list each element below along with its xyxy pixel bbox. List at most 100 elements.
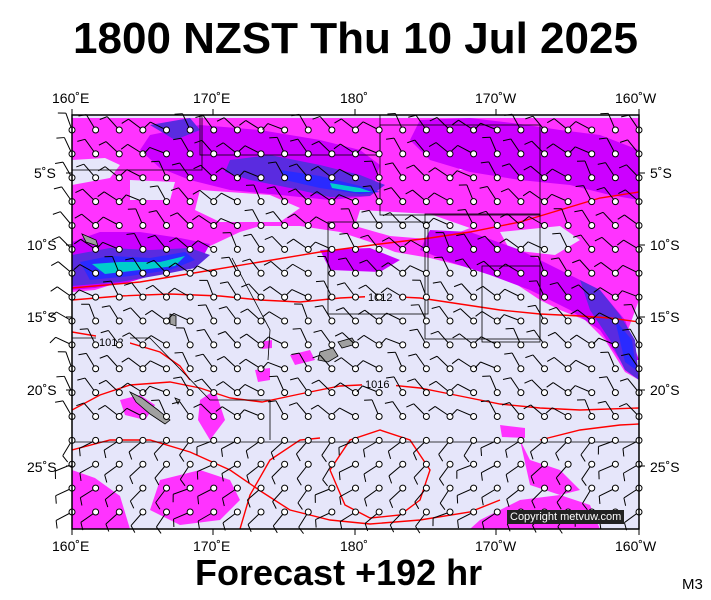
wind-barb-station — [352, 484, 359, 492]
wind-barb-station — [281, 126, 289, 134]
wind-barb-flag — [622, 328, 631, 331]
wind-barb-flag — [527, 304, 536, 308]
wind-barb-station — [163, 293, 170, 301]
wind-barb-flag — [55, 495, 57, 504]
wind-barb-flag — [296, 453, 301, 462]
wind-barb-station — [517, 341, 525, 349]
wind-barb-station — [92, 484, 100, 492]
wind-barb-flag — [144, 310, 153, 316]
wind-barb-station — [328, 174, 336, 182]
wind-barb-station — [588, 484, 596, 492]
wind-barb-flag — [191, 265, 198, 272]
wind-barb-station — [257, 389, 265, 397]
wind-barb-flag — [197, 520, 200, 529]
wind-barb-flag — [548, 306, 557, 311]
wind-barb-station — [257, 341, 265, 349]
wind-barb-station — [257, 508, 265, 516]
wind-barb-flag — [408, 353, 417, 357]
wind-barb-flag — [412, 452, 418, 461]
wind-barb-flag — [286, 238, 294, 244]
wind-barb-station — [233, 245, 241, 253]
wind-barb-station — [186, 365, 194, 373]
wind-barb-station — [92, 269, 100, 277]
wind-barb-station — [564, 436, 572, 444]
wind-barb-station — [257, 198, 265, 206]
lat-label-left-25s: 25˚S — [27, 459, 57, 475]
wind-barb-station — [375, 508, 383, 516]
wind-barb-station — [186, 293, 194, 301]
wind-barb-flag — [156, 526, 162, 534]
wind-barb-station — [564, 460, 572, 468]
wind-barb-station — [92, 365, 100, 373]
wind-barb-station — [115, 484, 123, 492]
wind-barb-flag — [120, 194, 127, 202]
wind-barb-flag — [218, 306, 227, 310]
wind-barb-flag — [49, 336, 57, 344]
wind-barb-station — [92, 413, 100, 420]
wind-barb-flag — [451, 383, 459, 390]
wind-barb-flag — [310, 191, 318, 197]
wind-barb-flag — [124, 282, 132, 286]
wind-barb-station — [493, 174, 501, 182]
wind-barb-flag — [52, 211, 61, 215]
wind-barb-flag — [356, 360, 364, 367]
wind-barb-station — [115, 269, 123, 277]
wind-barb-station — [564, 174, 572, 182]
wind-barb-station — [163, 222, 170, 229]
wind-barb-station — [281, 484, 289, 492]
wind-barb-station — [328, 436, 336, 444]
wind-barb-flag — [360, 234, 369, 239]
wind-barb-flag — [191, 240, 199, 247]
wind-barb-flag — [555, 477, 561, 486]
wind-barb-station — [422, 436, 430, 444]
wind-barb-flag — [79, 328, 88, 330]
lon-label-bottom-160w: 160˚W — [615, 538, 657, 554]
wind-barb-station — [139, 245, 147, 253]
wind-barb-station — [446, 341, 454, 349]
wind-barb-station — [257, 460, 265, 468]
wind-barb-station — [564, 484, 572, 492]
wind-barb-station — [257, 245, 265, 253]
wind-barb-station — [233, 317, 241, 325]
wind-barb-station — [352, 222, 359, 229]
wind-barb-flag — [522, 190, 531, 197]
lon-label-top-160w: 160˚W — [615, 90, 657, 106]
wind-barb-flag — [78, 352, 87, 356]
wind-barb-flag — [288, 188, 296, 193]
wind-barb-flag — [216, 356, 225, 361]
wind-barb-flag — [101, 305, 110, 308]
wind-barb-flag — [357, 309, 366, 315]
wind-barb-station — [493, 508, 501, 516]
wind-barb-station — [422, 245, 430, 253]
wind-barb-station — [611, 245, 619, 253]
wind-barb-station — [92, 126, 100, 134]
wind-barb-station — [139, 293, 147, 301]
wind-barb-station — [163, 269, 170, 277]
wind-barb-flag — [432, 281, 441, 284]
wind-barb-station — [163, 508, 170, 516]
wind-barb-station — [281, 245, 289, 253]
wind-barb-flag — [195, 353, 204, 357]
wind-barb-flag — [121, 357, 129, 363]
wind-barb-station — [375, 126, 383, 134]
wind-barb-station — [470, 460, 478, 468]
wind-barb-flag — [129, 500, 135, 509]
wind-barb-flag — [480, 447, 483, 456]
wind-barb-station — [281, 150, 289, 158]
wind-barb-station — [352, 341, 359, 349]
wind-barb-flag — [270, 452, 275, 461]
wind-barb-station — [233, 436, 241, 444]
wind-barb-flag — [555, 453, 560, 461]
wind-barb-flag — [120, 407, 128, 415]
wind-barb-station — [399, 222, 407, 229]
wind-barb-flag — [98, 141, 107, 146]
wind-barb-station — [564, 126, 572, 134]
wind-barb-flag — [104, 474, 108, 483]
wind-barb-station — [233, 293, 241, 301]
wind-barb-station — [541, 245, 548, 253]
wind-barb-station — [304, 436, 312, 444]
wind-barb-flag — [97, 166, 106, 172]
wind-barb-station — [92, 389, 100, 397]
wind-barb-flag — [321, 455, 327, 463]
